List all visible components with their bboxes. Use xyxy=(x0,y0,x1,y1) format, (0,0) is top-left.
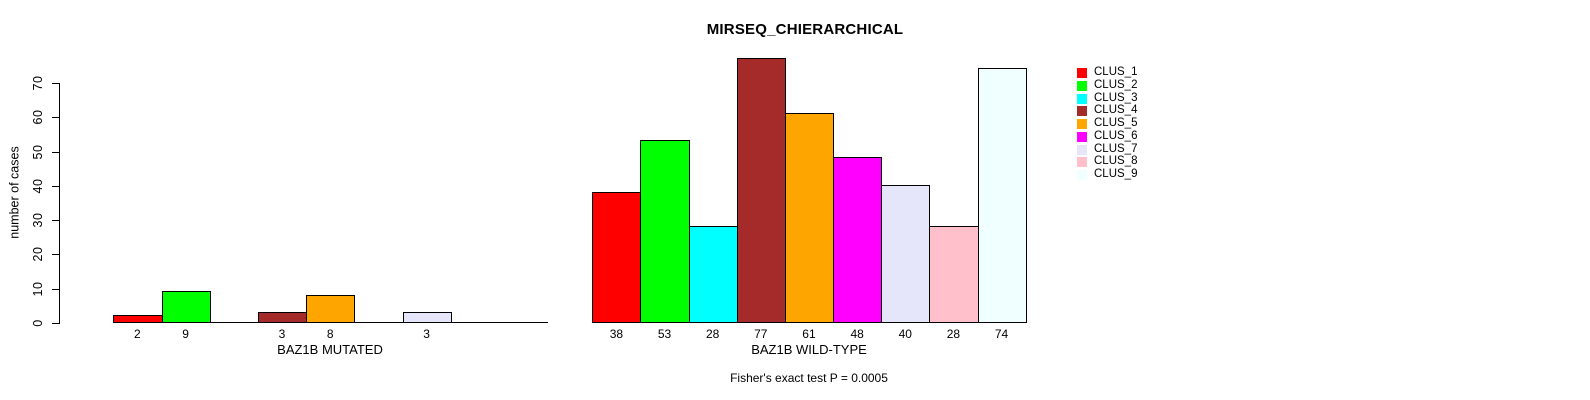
y-axis-tick-label: 10 xyxy=(31,281,45,297)
legend-item: CLUS_4 xyxy=(1077,104,1137,117)
bar-value-label: 3 xyxy=(278,327,286,341)
y-axis-tick xyxy=(52,83,60,84)
legend-label: CLUS_6 xyxy=(1094,130,1138,142)
bar-mutated-clus_7 xyxy=(403,312,452,323)
bar-wild-type-clus_9 xyxy=(978,68,1027,323)
bar-wild-type-clus_6 xyxy=(833,157,882,323)
y-axis-tick xyxy=(52,220,60,221)
legend-label: CLUS_8 xyxy=(1094,155,1138,167)
legend-label: CLUS_7 xyxy=(1094,143,1138,155)
bar-wild-type-clus_2 xyxy=(640,140,690,323)
y-axis-tick-label: 20 xyxy=(31,246,45,262)
y-axis-tick xyxy=(52,323,60,324)
y-axis-tick-label: 30 xyxy=(31,212,45,228)
legend-swatch-clus_3 xyxy=(1077,93,1087,104)
y-axis-tick-label: 70 xyxy=(31,75,45,91)
legend-swatch-clus_2 xyxy=(1077,80,1087,91)
x-axis-label-wild-type: BAZ1B WILD-TYPE xyxy=(751,342,867,357)
legend-item: CLUS_9 xyxy=(1077,168,1137,181)
legend-label: CLUS_1 xyxy=(1094,66,1138,78)
bar-value-label: 28 xyxy=(946,327,961,341)
legend-swatch-clus_9 xyxy=(1077,169,1087,180)
legend-item: CLUS_3 xyxy=(1077,92,1137,105)
legend-swatch-clus_4 xyxy=(1077,105,1087,116)
legend-label: CLUS_9 xyxy=(1094,168,1138,180)
bar-value-label: 9 xyxy=(182,327,189,341)
x-axis-label-mutated: BAZ1B MUTATED xyxy=(277,342,383,357)
bar-wild-type-clus_1 xyxy=(592,192,641,323)
y-axis-tick xyxy=(52,117,60,118)
legend-label: CLUS_3 xyxy=(1094,92,1138,104)
chart-title: MIRSEQ_CHIERARCHICAL xyxy=(706,21,904,38)
y-axis-tick xyxy=(52,289,60,290)
y-axis-tick-label: 60 xyxy=(31,109,45,125)
legend-item: CLUS_6 xyxy=(1077,130,1137,143)
y-axis-tick-label: 50 xyxy=(31,144,45,160)
bar-value-label: 61 xyxy=(802,327,816,341)
legend-item: CLUS_1 xyxy=(1077,66,1137,79)
bar-value-label: 48 xyxy=(850,327,864,341)
bar-wild-type-clus_3 xyxy=(689,226,738,323)
legend-swatch-clus_1 xyxy=(1077,67,1087,78)
legend-swatch-clus_6 xyxy=(1077,131,1087,142)
bar-mutated-clus_4 xyxy=(258,312,307,323)
bar-mutated-clus_2 xyxy=(162,291,211,323)
legend-item: CLUS_2 xyxy=(1077,79,1137,92)
y-axis-tick-label: 0 xyxy=(31,319,45,327)
bar-wild-type-clus_4 xyxy=(737,58,786,323)
bar-value-label: 38 xyxy=(609,327,624,341)
legend-label: CLUS_4 xyxy=(1094,104,1138,116)
bar-value-label: 28 xyxy=(705,327,720,341)
bar-wild-type-clus_7 xyxy=(881,185,930,323)
fisher-test-caption: Fisher's exact test P = 0.0005 xyxy=(730,371,888,385)
bar-wild-type-clus_5 xyxy=(785,113,834,323)
bar-value-label: 53 xyxy=(657,327,672,341)
legend-item: CLUS_7 xyxy=(1077,143,1137,156)
legend-item: CLUS_8 xyxy=(1077,155,1137,168)
legend-label: CLUS_2 xyxy=(1094,79,1138,91)
bar-value-label: 2 xyxy=(134,327,141,341)
legend-swatch-clus_8 xyxy=(1077,156,1087,167)
bar-value-label: 74 xyxy=(994,327,1009,341)
y-axis-title: number of cases xyxy=(7,146,22,239)
y-axis-tick xyxy=(52,152,60,153)
legend-swatch-clus_5 xyxy=(1077,118,1087,129)
legend-label: CLUS_5 xyxy=(1094,117,1138,129)
y-axis-line xyxy=(59,83,60,324)
legend-swatch-clus_7 xyxy=(1077,144,1087,155)
y-axis-tick xyxy=(52,186,60,187)
bar-value-label: 8 xyxy=(326,327,334,341)
bar-value-label: 40 xyxy=(898,327,912,341)
y-axis-tick xyxy=(52,254,60,255)
legend-item: CLUS_5 xyxy=(1077,117,1137,130)
y-axis-tick-label: 40 xyxy=(31,178,45,194)
bar-mutated-clus_5 xyxy=(306,295,355,323)
bar-value-label: 77 xyxy=(754,327,768,341)
bar-wild-type-clus_8 xyxy=(929,226,979,323)
bar-mutated-clus_1 xyxy=(113,315,163,323)
bar-value-label: 3 xyxy=(423,327,430,341)
